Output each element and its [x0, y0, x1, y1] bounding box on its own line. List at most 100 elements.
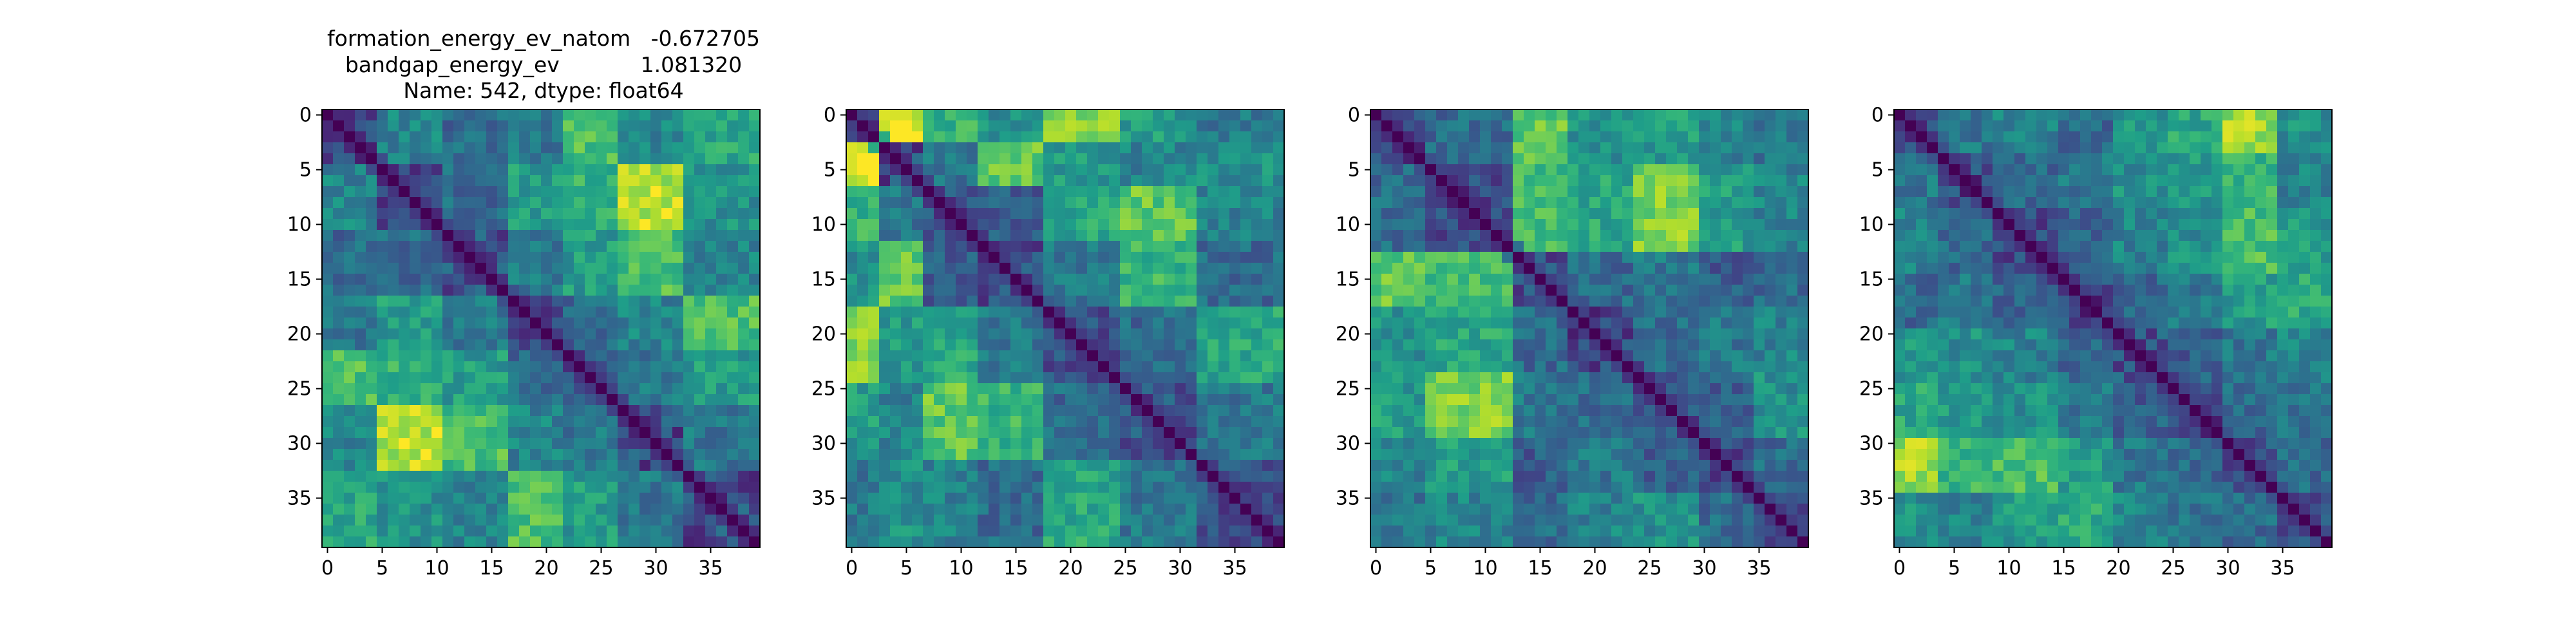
heatmap-cell	[967, 328, 978, 340]
heatmap-cell	[716, 317, 728, 329]
heatmap-cell	[1699, 120, 1710, 132]
heatmap-cell	[989, 120, 1000, 132]
heatmap-cell	[1109, 405, 1121, 417]
heatmap-cell	[1655, 372, 1667, 384]
heatmap-cell	[1513, 263, 1524, 274]
heatmap-cell	[1076, 285, 1088, 296]
heatmap-cell	[879, 328, 891, 340]
heatmap-cell	[442, 285, 454, 296]
heatmap-cell	[475, 109, 487, 121]
heatmap-cell	[1513, 296, 1524, 307]
heatmap-cell	[399, 164, 410, 176]
heatmap-cell	[1677, 285, 1689, 296]
heatmap-cell	[497, 131, 509, 143]
heatmap-cell	[1546, 427, 1557, 439]
heatmap-cell	[1273, 241, 1285, 252]
heatmap-cell	[1776, 471, 1787, 482]
heatmap-cell	[508, 263, 520, 274]
heatmap-cell	[344, 175, 355, 187]
heatmap-cell	[399, 339, 410, 351]
heatmap-cell	[1273, 317, 1285, 329]
heatmap-cell	[519, 317, 531, 329]
y-tick-label: 20	[811, 323, 836, 346]
y-tick-label: 25	[811, 378, 836, 401]
heatmap-cell	[967, 427, 978, 439]
heatmap-cell	[1765, 372, 1776, 384]
heatmap-cell	[399, 449, 410, 460]
heatmap-cell	[1699, 230, 1710, 242]
heatmap-cell	[1010, 471, 1022, 482]
heatmap-cell	[1065, 416, 1077, 428]
heatmap-cell	[1743, 208, 1754, 220]
heatmap-cell	[1065, 131, 1077, 143]
heatmap-cell	[1414, 131, 1426, 143]
heatmap-cell	[868, 230, 880, 242]
heatmap-cell	[344, 427, 355, 439]
heatmap-cell	[377, 394, 388, 406]
heatmap-cell	[1087, 307, 1099, 318]
heatmap-cell	[1710, 186, 1721, 198]
heatmap-cell	[1710, 164, 1721, 176]
heatmap-cell	[1076, 120, 1088, 132]
heatmap-cell	[322, 241, 334, 252]
heatmap-cell	[322, 230, 334, 242]
heatmap-cell	[1458, 515, 1470, 526]
heatmap-cell	[1600, 427, 1612, 439]
heatmap-cell	[890, 471, 902, 482]
heatmap-cell	[1491, 175, 1502, 187]
heatmap-cell	[410, 350, 421, 362]
heatmap-cell	[1109, 361, 1121, 373]
heatmap-cell	[1721, 131, 1732, 143]
heatmap-cell	[1098, 438, 1110, 450]
heatmap-cell	[1087, 361, 1099, 373]
heatmap-cell	[1109, 164, 1121, 176]
heatmap-cell	[530, 317, 542, 329]
heatmap-cell	[333, 350, 345, 362]
heatmap-cell	[366, 493, 377, 504]
heatmap-cell	[934, 175, 945, 187]
heatmap-cell	[464, 526, 476, 537]
heatmap-cell	[1010, 339, 1022, 351]
heatmap-cell	[1765, 109, 1776, 121]
heatmap-cell	[333, 175, 345, 187]
heatmap-cell	[431, 515, 443, 526]
heatmap-cell	[1710, 131, 1721, 143]
heatmap-cell	[868, 296, 880, 307]
heatmap-cell	[857, 296, 869, 307]
heatmap-cell	[1425, 109, 1437, 121]
heatmap-cell	[322, 515, 334, 526]
heatmap-cell	[923, 208, 934, 220]
heatmap-cell	[738, 339, 750, 351]
heatmap-cell	[999, 339, 1011, 351]
heatmap-cell	[366, 241, 377, 252]
heatmap-cell	[1699, 372, 1710, 384]
heatmap-cell	[1043, 142, 1055, 154]
heatmap-cell	[978, 471, 989, 482]
heatmap-cell	[1469, 427, 1481, 439]
heatmap-cell	[552, 383, 564, 395]
heatmap-cell	[1229, 175, 1241, 187]
heatmap-cell	[1513, 175, 1524, 187]
heatmap-cell	[322, 493, 334, 504]
heatmap-cell	[1732, 482, 1743, 493]
heatmap-cell	[442, 471, 454, 482]
x-tick-label: 0	[846, 557, 858, 580]
heatmap-cell	[999, 482, 1011, 493]
heatmap-cell	[1087, 493, 1099, 504]
heatmap-cell	[508, 438, 520, 450]
heatmap-cell	[1710, 197, 1721, 209]
heatmap-cell	[453, 241, 465, 252]
heatmap-cell	[1076, 317, 1088, 329]
heatmap-cell	[1076, 416, 1088, 428]
heatmap-cell	[1175, 504, 1186, 515]
heatmap-cell	[1251, 274, 1263, 285]
heatmap-cell	[1535, 164, 1546, 176]
heatmap-cell	[629, 120, 640, 132]
heatmap-cell	[1688, 526, 1700, 537]
heatmap-cell	[1458, 427, 1470, 439]
heatmap-cell	[1765, 285, 1776, 296]
heatmap-cell	[1797, 536, 1809, 548]
heatmap-cell	[1480, 328, 1492, 340]
heatmap-cell	[442, 120, 454, 132]
heatmap-cell	[1622, 263, 1634, 274]
